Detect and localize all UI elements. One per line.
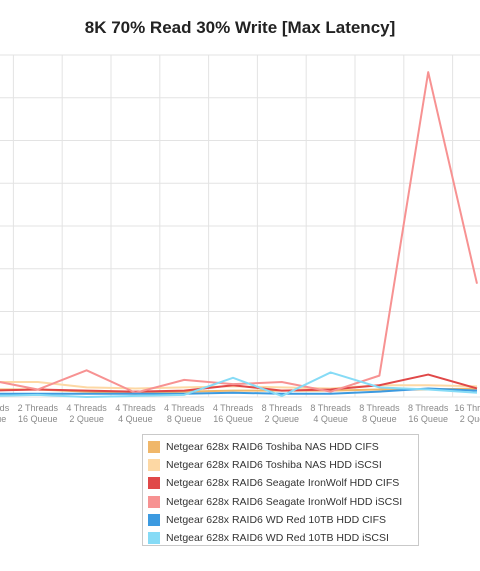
legend-item[interactable]: Netgear 628x RAID6 Seagate IronWolf HDD … — [148, 474, 418, 492]
chart-legend: Netgear 628x RAID6 Toshiba NAS HDD CIFS N… — [142, 434, 419, 546]
x-tick-label: 8 Threads 2 Queue — [262, 403, 303, 424]
legend-item[interactable]: Netgear 628x RAID6 WD Red 10TB HDD CIFS — [148, 511, 418, 529]
legend-swatch — [148, 459, 160, 472]
legend-label: Netgear 628x RAID6 WD Red 10TB HDD CIFS — [166, 513, 386, 526]
x-tick-label: 2 Threads 16 Queue — [18, 403, 59, 424]
legend-swatch — [148, 532, 160, 545]
chart-title: 8K 70% Read 30% Write [Max Latency] — [84, 18, 396, 37]
legend-item[interactable]: Netgear 628x RAID6 Seagate IronWolf HDD … — [148, 493, 418, 511]
x-tick-label: 8 Threads 8 Queue — [359, 403, 400, 424]
x-tick-label: 4 Threads 4 Queue — [115, 403, 156, 424]
legend-label: Netgear 628x RAID6 Seagate IronWolf HDD … — [166, 477, 400, 490]
series-line-3 — [0, 373, 478, 393]
legend-label: Netgear 628x RAID6 Toshiba NAS HDD iSCSI — [166, 459, 382, 472]
series-line-2 — [0, 381, 478, 390]
legend-swatch — [148, 513, 160, 526]
series-lines — [0, 71, 478, 398]
x-tick-label: 4 Threads 8 Queue — [164, 403, 205, 424]
x-tick-label: 8 Threads 4 Queue — [310, 403, 351, 424]
x-tick-label: 4 Threads 16 Queue — [213, 403, 254, 424]
horizontal-gridlines — [0, 54, 480, 398]
x-tick-label: 4 Threads 2 Queue — [66, 403, 107, 424]
legend-label: Netgear 628x RAID6 Seagate IronWolf HDD … — [166, 495, 403, 508]
x-tick-label: 8 Threads 16 Queue — [408, 403, 449, 424]
legend-label: Netgear 628x RAID6 Toshiba NAS HDD CIFS — [166, 441, 379, 454]
legend-swatch — [148, 477, 160, 490]
legend-item[interactable]: Netgear 628x RAID6 WD Red 10TB HDD iSCSI — [148, 529, 418, 547]
legend-item[interactable]: Netgear 628x RAID6 Toshiba NAS HDD iSCSI — [148, 456, 418, 474]
series-line-4 — [0, 71, 478, 394]
series-line-5 — [0, 387, 478, 395]
legend-label: Netgear 628x RAID6 WD Red 10TB HDD iSCSI — [166, 532, 389, 545]
legend-item[interactable]: Netgear 628x RAID6 Toshiba NAS HDD CIFS — [148, 438, 418, 456]
legend-swatch — [148, 495, 160, 508]
legend-swatch — [148, 441, 160, 454]
series-line-6 — [0, 371, 478, 398]
